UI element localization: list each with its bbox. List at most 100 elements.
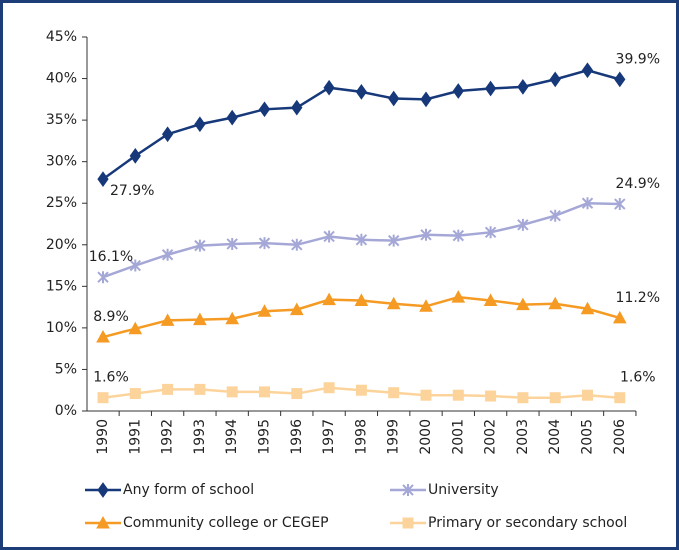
y-tick-label: 0%	[55, 403, 77, 419]
point-marker	[612, 310, 627, 324]
point-marker	[129, 147, 141, 164]
legend-label: Any form of school	[123, 482, 254, 498]
point-marker	[258, 101, 271, 118]
x-tick-label: 1995	[257, 419, 273, 455]
point-marker	[129, 388, 141, 400]
point-marker	[128, 321, 143, 335]
point-marker	[517, 218, 529, 231]
point-marker	[549, 71, 561, 88]
point-marker	[194, 383, 206, 395]
point-marker	[355, 384, 367, 396]
x-tick-label: 1991	[127, 419, 143, 455]
point-marker	[614, 392, 626, 404]
point-marker	[129, 259, 142, 272]
point-marker	[548, 296, 563, 310]
x-tick-label: 1992	[160, 419, 176, 455]
point-marker	[194, 116, 206, 133]
x-tick-label: 2001	[450, 419, 466, 455]
x-tick-label: 2005	[580, 419, 596, 455]
point-marker	[484, 80, 497, 97]
y-tick-label: 10%	[46, 320, 77, 336]
point-marker	[355, 83, 368, 100]
point-marker	[291, 388, 303, 400]
point-marker	[581, 197, 594, 210]
point-marker	[451, 290, 466, 303]
point-marker	[161, 248, 174, 261]
point-marker	[259, 386, 270, 398]
data-label: 1.6%	[620, 370, 656, 386]
point-marker	[452, 83, 464, 99]
x-tick-label: 2000	[418, 419, 434, 455]
point-marker	[580, 301, 595, 315]
x-tick-label: 2003	[515, 419, 531, 455]
y-tick-label: 30%	[46, 154, 77, 170]
point-marker	[226, 237, 238, 250]
point-marker	[226, 386, 238, 398]
point-marker	[289, 302, 304, 316]
point-marker	[517, 79, 529, 95]
point-marker	[322, 292, 336, 306]
point-marker	[97, 392, 109, 404]
point-marker	[226, 109, 238, 126]
data-label: 27.9%	[110, 183, 154, 199]
data-label: 24.9%	[616, 176, 660, 192]
point-marker	[420, 389, 432, 401]
point-marker	[388, 90, 400, 107]
data-label: 11.2%	[616, 290, 660, 306]
point-marker	[257, 304, 272, 317]
point-marker	[549, 209, 561, 222]
x-tick-label: 1994	[224, 419, 240, 455]
legend-marker	[402, 517, 414, 529]
point-marker	[420, 228, 432, 241]
point-marker	[483, 293, 498, 306]
x-tick-label: 1996	[289, 419, 305, 455]
point-marker	[323, 79, 335, 96]
point-marker	[614, 71, 626, 88]
point-marker	[225, 311, 240, 325]
legend-marker	[97, 482, 109, 498]
point-marker	[193, 312, 207, 326]
legend-label: Community college or CEGEP	[123, 515, 329, 531]
point-marker	[549, 392, 561, 404]
legend-marker	[96, 515, 110, 529]
y-tick-label: 5%	[55, 361, 77, 377]
point-marker	[517, 392, 529, 404]
x-tick-label: 1990	[95, 419, 111, 455]
point-marker	[387, 234, 400, 247]
point-marker	[485, 390, 497, 402]
x-tick-label: 2004	[547, 419, 563, 455]
point-marker	[97, 171, 109, 187]
point-marker	[161, 126, 174, 143]
point-marker	[258, 237, 271, 250]
point-marker	[452, 389, 464, 401]
point-marker	[420, 91, 432, 108]
x-tick-label: 1998	[353, 419, 369, 455]
point-marker	[614, 198, 626, 211]
legend-label: Primary or secondary school	[428, 515, 627, 531]
point-marker	[386, 296, 401, 310]
data-label: 1.6%	[93, 370, 129, 386]
point-marker	[582, 389, 593, 401]
point-marker	[96, 329, 110, 343]
point-marker	[323, 230, 335, 243]
legend-marker	[402, 484, 414, 496]
point-marker	[162, 383, 174, 395]
data-label: 16.1%	[89, 249, 133, 265]
x-tick-label: 1999	[386, 419, 402, 455]
point-marker	[354, 293, 369, 306]
y-tick-label: 25%	[46, 195, 77, 211]
x-tick-label: 1997	[321, 419, 337, 455]
point-marker	[160, 313, 175, 326]
point-marker	[419, 299, 433, 312]
point-marker	[516, 297, 530, 311]
x-tick-label: 2002	[483, 419, 499, 455]
point-marker	[323, 382, 335, 394]
y-tick-label: 40%	[46, 71, 77, 87]
y-tick-label: 45%	[46, 29, 77, 45]
data-label: 8.9%	[93, 309, 129, 325]
legend-label: University	[428, 482, 499, 498]
point-marker	[291, 99, 303, 116]
